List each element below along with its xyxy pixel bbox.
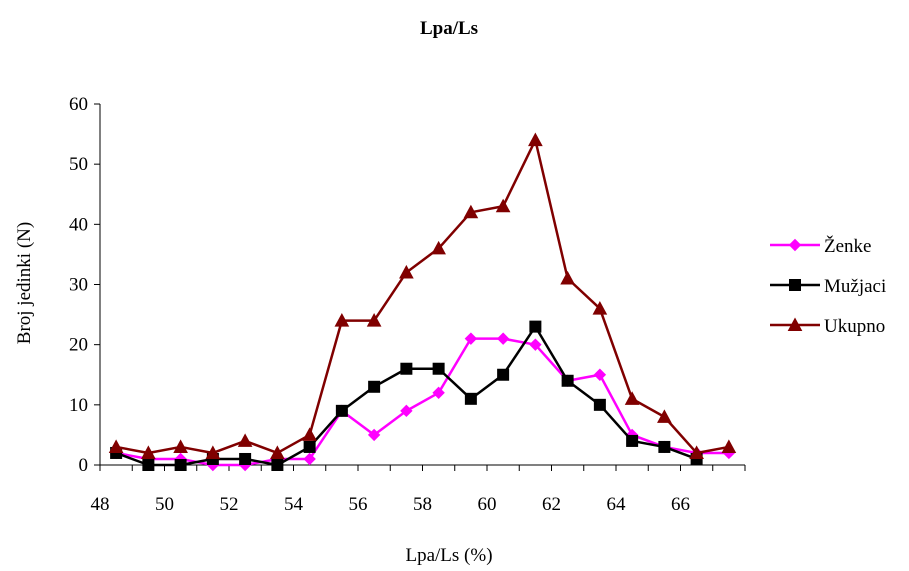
y-tick-label: 0 bbox=[79, 455, 89, 476]
chart-title: Lpa/Ls bbox=[420, 18, 478, 39]
data-point bbox=[689, 445, 704, 459]
legend-item: Mužjaci bbox=[770, 276, 886, 297]
x-tick-label: 66 bbox=[671, 494, 690, 515]
data-point bbox=[463, 204, 479, 219]
data-point bbox=[303, 452, 316, 466]
data-point bbox=[495, 198, 511, 213]
x-tick-label: 54 bbox=[284, 494, 304, 515]
data-point bbox=[593, 368, 607, 381]
data-point bbox=[464, 392, 477, 405]
data-point bbox=[271, 459, 284, 471]
data-point bbox=[789, 279, 801, 291]
series-square bbox=[110, 320, 703, 471]
legend-item: Ukupno bbox=[770, 316, 885, 337]
series-diamond bbox=[109, 332, 736, 472]
y-tick-label: 30 bbox=[69, 275, 88, 296]
data-point bbox=[787, 317, 803, 331]
x-tick-label: 48 bbox=[91, 494, 110, 515]
data-point bbox=[367, 428, 381, 442]
legend: Ženke Mužjaci Ukupno bbox=[770, 235, 886, 337]
y-axis-label: Broj jedinki (N) bbox=[14, 222, 35, 344]
data-point bbox=[205, 445, 221, 459]
y-tick-label: 10 bbox=[69, 395, 88, 416]
x-tick-label: 52 bbox=[220, 494, 239, 515]
data-point bbox=[432, 362, 445, 375]
data-point bbox=[400, 404, 413, 418]
x-tick-label: 64 bbox=[607, 494, 627, 515]
data-point bbox=[624, 391, 640, 405]
data-point bbox=[432, 386, 445, 400]
data-point bbox=[496, 332, 510, 345]
series-triangle bbox=[108, 132, 737, 459]
y-tick-label: 20 bbox=[69, 335, 88, 356]
data-point bbox=[174, 459, 187, 471]
data-point bbox=[335, 404, 348, 417]
data-point bbox=[593, 398, 606, 411]
data-point bbox=[626, 434, 639, 447]
x-axis-label: Lpa/Ls (%) bbox=[405, 545, 492, 566]
series-line bbox=[115, 325, 698, 467]
y-tick-label: 60 bbox=[69, 94, 88, 115]
data-point bbox=[303, 440, 316, 453]
data-point bbox=[592, 301, 608, 315]
data-point bbox=[141, 445, 156, 459]
data-point bbox=[108, 439, 124, 453]
data-point bbox=[560, 270, 575, 285]
data-point bbox=[721, 439, 737, 453]
data-point bbox=[529, 338, 542, 351]
data-point bbox=[464, 332, 478, 345]
legend-label: Ženke bbox=[824, 235, 871, 257]
data-point bbox=[431, 240, 446, 255]
axes: 0 10 20 30 40 50 60 48 50 52 54 56 58 60 62 64 66 bbox=[69, 94, 746, 515]
data-point bbox=[497, 368, 510, 381]
series-layer bbox=[108, 132, 737, 472]
data-point bbox=[561, 374, 574, 387]
data-point bbox=[657, 409, 672, 423]
data-point bbox=[334, 313, 350, 327]
x-tick-label: 58 bbox=[413, 494, 432, 515]
data-point bbox=[239, 452, 252, 465]
data-point bbox=[302, 427, 317, 441]
data-point bbox=[788, 238, 802, 252]
legend-label: Ukupno bbox=[824, 316, 885, 337]
y-tick-label: 50 bbox=[69, 154, 88, 175]
x-tick-label: 50 bbox=[155, 494, 174, 515]
data-point bbox=[400, 362, 413, 375]
data-point bbox=[270, 445, 285, 459]
data-point bbox=[528, 132, 543, 147]
data-point bbox=[399, 264, 414, 279]
y-tick-label: 40 bbox=[69, 214, 88, 235]
legend-label: Mužjaci bbox=[824, 276, 886, 297]
data-point bbox=[366, 313, 382, 327]
data-point bbox=[529, 320, 542, 333]
data-point bbox=[368, 380, 381, 393]
legend-item: Ženke bbox=[770, 235, 871, 257]
series-line bbox=[115, 138, 730, 455]
x-tick-label: 56 bbox=[349, 494, 368, 515]
data-point bbox=[658, 440, 671, 453]
data-point bbox=[173, 439, 188, 453]
x-tick-label: 62 bbox=[542, 494, 561, 515]
x-tick-label: 60 bbox=[478, 494, 497, 515]
data-point bbox=[142, 459, 155, 471]
data-point bbox=[237, 433, 253, 447]
